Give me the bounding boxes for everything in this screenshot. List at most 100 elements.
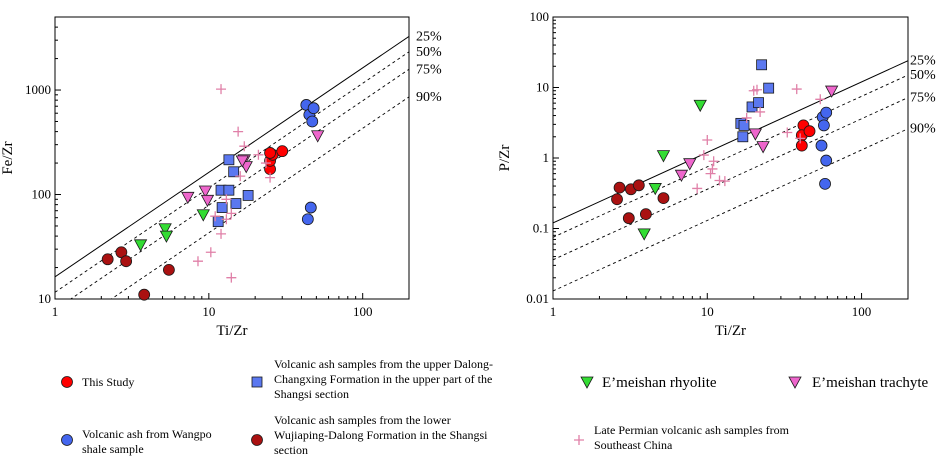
chart-0-mixing-line-3 bbox=[110, 96, 409, 299]
chart-1-series-4-point-2 bbox=[817, 119, 830, 132]
chart-0-series-5-point-0 bbox=[101, 253, 114, 266]
chart-0-series-4-point-2 bbox=[307, 102, 320, 115]
chart-1-series-6-point-9 bbox=[708, 156, 719, 167]
chart-1-series-3-point-4 bbox=[824, 85, 839, 98]
chart-1-mixing-line-3 bbox=[553, 128, 908, 292]
legend-marker-lower-wujiaping bbox=[251, 434, 263, 446]
chart-1-y-tick-label-3: 10 bbox=[536, 80, 549, 95]
chart-1-y-tick-label-2: 1 bbox=[543, 150, 550, 165]
chart-0-series-4-point-3 bbox=[306, 115, 319, 128]
chart-0-series-6-point-2 bbox=[239, 141, 250, 152]
legend-label-upper-dalong: Volcanic ash samples from the upper Dalo… bbox=[274, 357, 493, 401]
chart-1-frame bbox=[552, 16, 909, 300]
chart-1-mixing-line-0 bbox=[553, 60, 908, 224]
chart-1-mixing-label-3: 90% bbox=[910, 122, 936, 137]
chart-0-series-2-point-3 bbox=[196, 209, 210, 222]
chart-1-series-6-point-5 bbox=[782, 127, 793, 138]
chart-0-y-tick-label-2: 1000 bbox=[25, 82, 51, 97]
chart-0-series-1-point-7 bbox=[242, 190, 254, 201]
chart-1-series-6-point-2 bbox=[751, 84, 762, 95]
chart-0-x-tick-label-1: 10 bbox=[202, 304, 215, 319]
chart-1-mixing-line-2 bbox=[553, 97, 908, 261]
chart-0-x-tick-label-2: 100 bbox=[353, 304, 373, 319]
p-zr-chart: 25%50% 75% 90% 1 10 100 0.01 0.1 1 10 100 Ti/Zr P/Zr bbox=[497, 9, 936, 339]
legend-label-late-permian: Late Permian volcanic ash samples from So… bbox=[594, 423, 790, 452]
chart-1-series-1-point-5 bbox=[738, 120, 750, 131]
chart-0-mixing-label-2: 75% bbox=[416, 62, 442, 77]
chart-0-series-6-point-6 bbox=[265, 172, 276, 183]
chart-1-x-tick-label-2: 100 bbox=[852, 304, 872, 319]
chart-1-series-6-point-13 bbox=[719, 176, 730, 187]
legend-label-trachyte: E’meishan trachyte bbox=[812, 375, 929, 391]
chart-1-mixing-line-1 bbox=[553, 74, 908, 238]
chart-0-series-6-point-9 bbox=[221, 214, 232, 225]
chart-1-mixing-label-0: 25% bbox=[910, 54, 936, 69]
chart-0-series-6-point-14 bbox=[216, 228, 227, 239]
chart-1-x-tick-label-0: 1 bbox=[550, 304, 557, 319]
chart-1-y-tick-label-4: 100 bbox=[530, 9, 550, 24]
chart-0-mixing-label-3: 90% bbox=[416, 90, 442, 105]
chart-1-series-4-point-1 bbox=[820, 106, 833, 119]
chart-1-series-1-point-6 bbox=[737, 131, 749, 143]
chart-1-series-1-point-3 bbox=[753, 97, 764, 109]
chart-0-series-1-point-1 bbox=[228, 166, 240, 178]
legend-label-lower-wujiaping: Volcanic ash samples from the lower Wujia… bbox=[274, 413, 488, 457]
chart-0-series-5-point-3 bbox=[163, 263, 175, 276]
chart-0-series-3-point-6 bbox=[311, 130, 325, 143]
chart-0-series-6-point-8 bbox=[210, 211, 221, 222]
chart-1-series-5-point-6 bbox=[657, 192, 670, 204]
chart-0-series-6-point-12 bbox=[205, 247, 216, 258]
chart-0-series-0-point-3 bbox=[276, 145, 289, 158]
chart-1-series-4-point-4 bbox=[820, 154, 833, 167]
chart-0-y-tick-label-1: 100 bbox=[32, 187, 52, 202]
chart-1-series-2-point-0 bbox=[693, 99, 707, 113]
chart-1-series-6-point-11 bbox=[705, 168, 716, 179]
chart-1-series-6-point-3 bbox=[755, 106, 766, 117]
legend-marker-this-study bbox=[61, 376, 73, 388]
chart-0-series-6-point-0 bbox=[216, 84, 227, 95]
chart-0-x-tick-label-0: 1 bbox=[52, 304, 59, 319]
chart-1-series-5-point-0 bbox=[613, 181, 626, 194]
chart-0-series-3-point-0 bbox=[181, 191, 195, 205]
legend-label-wangpo: Volcanic ash from Wangpo shale sample bbox=[82, 427, 212, 456]
chart-0-mixing-label-0: 25% bbox=[416, 29, 442, 44]
chart-0-series-1-point-5 bbox=[216, 202, 228, 213]
chart-1-series-6-point-8 bbox=[698, 150, 709, 161]
chart-0-frame bbox=[54, 16, 410, 300]
chart-0-x-axis-label: Ti/Zr bbox=[216, 323, 247, 339]
chart-1-series-1-point-0 bbox=[756, 59, 768, 71]
chart-1-mixing-label-2: 75% bbox=[910, 91, 936, 106]
chart-1-series-4-point-5 bbox=[819, 177, 831, 190]
legend-marker-trachyte bbox=[788, 376, 802, 389]
chart-1-series-6-point-14 bbox=[692, 183, 703, 194]
chart-1-series-5-point-2 bbox=[632, 179, 645, 192]
chart-0-series-0-point-4 bbox=[264, 147, 276, 159]
chart-1-series-3-point-1 bbox=[756, 141, 770, 154]
legend: This Study Volcanic ash samples from the … bbox=[61, 357, 929, 457]
chart-0-series-6-point-1 bbox=[233, 126, 244, 137]
chart-0-series-5-point-2 bbox=[120, 255, 133, 268]
chart-0-series-6-point-10 bbox=[226, 208, 237, 219]
chart-1-series-6-point-15 bbox=[815, 94, 826, 105]
chart-1-series-3-point-2 bbox=[683, 158, 697, 171]
chart-0-series-2-point-0 bbox=[133, 239, 148, 252]
chart-0-series-6-point-3 bbox=[235, 171, 246, 182]
chart-1-series-5-point-3 bbox=[611, 193, 623, 206]
chart-0-series-2-point-2 bbox=[159, 230, 174, 243]
chart-0-series-1-point-4 bbox=[230, 198, 242, 209]
legend-marker-rhyolite bbox=[580, 376, 594, 389]
legend-label-this-study: This Study bbox=[82, 375, 134, 389]
chart-1-series-3-point-3 bbox=[674, 169, 689, 183]
chart-0-y-axis-label: Fe/Zr bbox=[0, 141, 16, 174]
chart-1-series-5-point-4 bbox=[622, 212, 635, 225]
chart-0-series-4-point-4 bbox=[301, 213, 314, 226]
chart-0-series-6-point-7 bbox=[221, 194, 232, 205]
chart-1-series-6-point-6 bbox=[795, 133, 806, 144]
chart-1-series-5-point-5 bbox=[639, 208, 652, 221]
chart-1-series-2-point-1 bbox=[656, 150, 671, 163]
chart-1-series-3-point-0 bbox=[748, 128, 763, 141]
chart-0-series-1-point-0 bbox=[223, 154, 235, 166]
chart-0-series-6-point-11 bbox=[192, 256, 203, 267]
chart-0-mixing-line-2 bbox=[69, 68, 409, 299]
